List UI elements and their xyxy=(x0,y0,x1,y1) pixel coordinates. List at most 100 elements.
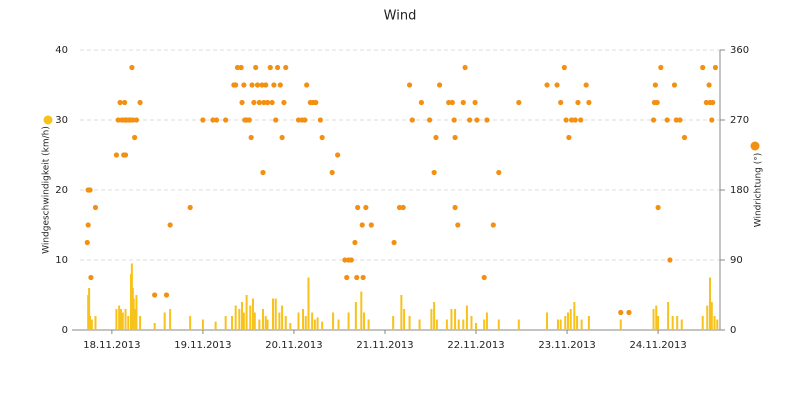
wind-direction-point xyxy=(496,169,502,176)
wind-speed-bar xyxy=(576,316,579,330)
wind-direction-point xyxy=(481,274,487,281)
wind-direction-point xyxy=(302,117,308,123)
wind-speed-bar xyxy=(88,288,91,330)
wind-direction-point xyxy=(400,204,406,211)
wind-direction-point xyxy=(267,64,273,71)
wind-speed-bar xyxy=(435,319,438,330)
wind-direction-point xyxy=(396,204,403,211)
wind-direction-point xyxy=(273,117,279,123)
wind-direction-point xyxy=(263,82,269,88)
wind-direction-point xyxy=(418,99,424,106)
x-tick-label: 19.11.2013 xyxy=(174,340,231,351)
wind-direction-point xyxy=(85,222,91,228)
wind-speed-bar xyxy=(475,323,478,330)
y2-tick-label: 0 xyxy=(730,325,736,336)
wind-direction-point xyxy=(426,117,433,123)
wind-direction-point xyxy=(455,222,461,228)
wind-speed-bar xyxy=(332,312,335,330)
wind-direction-point xyxy=(652,82,658,88)
wind-speed-bar xyxy=(266,319,269,330)
wind-direction-point xyxy=(572,117,578,123)
wind-speed-bar xyxy=(392,316,395,330)
wind-direction-point xyxy=(348,257,354,263)
y-tick-label: 20 xyxy=(55,185,68,196)
wind-speed-bar xyxy=(517,319,520,330)
wind-direction-point xyxy=(626,309,632,316)
wind-speed-bar xyxy=(347,312,350,330)
wind-direction-point xyxy=(137,99,143,106)
wind-speed-bar xyxy=(465,305,468,330)
wind-direction-point xyxy=(152,292,158,298)
wind-speed-bar xyxy=(304,316,307,330)
wind-speed-bar xyxy=(127,316,130,330)
wind-direction-point xyxy=(575,99,581,106)
wind-direction-point xyxy=(254,82,261,88)
wind-direction-point xyxy=(710,99,716,106)
wind-direction-point xyxy=(558,99,564,106)
wind-direction-point xyxy=(335,152,341,158)
wind-direction-point xyxy=(187,204,193,211)
wind-direction-point xyxy=(490,222,496,228)
wind-speed-bar xyxy=(201,319,204,330)
wind-direction-point xyxy=(484,117,490,123)
wind-speed-bar xyxy=(706,305,709,330)
wind-direction-point xyxy=(342,257,348,263)
x-tick-label: 23.11.2013 xyxy=(538,340,595,351)
wind-direction-point xyxy=(664,117,670,123)
wind-speed-bar xyxy=(400,295,403,330)
wind-speed-bar xyxy=(313,319,316,330)
x-tick-label: 22.11.2013 xyxy=(447,340,504,351)
wind-speed-bar xyxy=(135,295,138,330)
wind-speed-bar xyxy=(483,319,486,330)
wind-direction-point xyxy=(319,134,325,141)
wind-direction-point xyxy=(578,117,584,123)
wind-direction-point xyxy=(700,64,706,71)
wind-direction-point xyxy=(544,82,550,88)
wind-direction-point xyxy=(248,134,254,141)
wind-speed-bar xyxy=(242,312,245,330)
wind-speed-bar xyxy=(457,319,460,330)
wind-speed-bar xyxy=(363,312,366,330)
wind-speed-bar xyxy=(94,316,97,330)
wind-direction-point xyxy=(239,99,245,106)
wind-speed-bar xyxy=(297,312,300,330)
wind-speed-bar xyxy=(569,309,572,330)
wind-direction-point xyxy=(271,82,277,88)
wind-direction-point xyxy=(460,99,466,106)
wind-direction-point xyxy=(167,222,173,228)
wind-direction-point xyxy=(115,117,121,123)
chart-title: Wind xyxy=(384,9,417,24)
wind-direction-point xyxy=(437,82,443,88)
wind-direction-point xyxy=(406,82,413,88)
wind-direction-point xyxy=(569,117,575,123)
wind-speed-bar xyxy=(261,309,264,330)
wind-speed-bar xyxy=(316,317,319,330)
wind-speed-bar xyxy=(224,316,227,330)
wind-direction-point xyxy=(253,64,259,71)
wind-direction-point xyxy=(583,82,589,88)
wind-speed-bar xyxy=(454,309,457,330)
wind-speed-bar xyxy=(121,312,124,330)
wind-speed-bar xyxy=(556,319,559,330)
wind-direction-point xyxy=(234,64,241,71)
wind-direction-point xyxy=(233,82,239,88)
wind-speed-bar xyxy=(573,302,576,330)
wind-direction-point xyxy=(561,64,567,71)
wind-direction-point xyxy=(130,117,136,123)
wind-direction-point xyxy=(246,117,252,123)
wind-direction-point xyxy=(409,117,415,123)
wind-speed-bar xyxy=(652,309,655,330)
wind-direction-point xyxy=(658,64,664,71)
wind-direction-point xyxy=(129,64,135,71)
wind-speed-bar xyxy=(115,309,118,330)
wind-speed-bar xyxy=(139,316,142,330)
legend-marker xyxy=(43,115,53,125)
wind-direction-point xyxy=(462,64,468,71)
wind-speed-bar xyxy=(408,316,411,330)
y2-tick-label: 180 xyxy=(730,185,749,196)
wind-speed-bar xyxy=(119,309,122,330)
wind-direction-point xyxy=(703,99,709,106)
wind-direction-point xyxy=(451,117,457,123)
wind-direction-point xyxy=(113,152,120,158)
wind-speed-bar xyxy=(289,323,292,330)
